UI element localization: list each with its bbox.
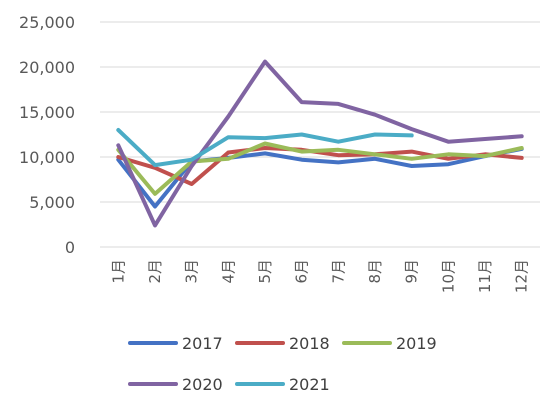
y-tick-label: 15,000 xyxy=(19,103,75,122)
legend-label: 2018 xyxy=(289,334,330,353)
x-tick-label: 2月 xyxy=(146,259,164,284)
y-tick-label: 20,000 xyxy=(19,58,75,77)
gridlines xyxy=(100,21,540,248)
series-line-2021 xyxy=(116,128,414,168)
y-tick-label: 10,000 xyxy=(19,148,75,167)
x-tick-label: 10月 xyxy=(439,259,457,293)
y-axis-tick-labels: 0 5,000 10,000 15,000 20,000 25,000 xyxy=(19,13,75,257)
x-tick-label: 9月 xyxy=(403,259,421,284)
series-line-2019 xyxy=(116,141,524,196)
x-tick-label: 11月 xyxy=(476,259,494,293)
x-tick-label: 6月 xyxy=(293,259,311,284)
x-tick-label: 3月 xyxy=(183,259,201,284)
legend-label: 2021 xyxy=(289,375,330,394)
legend-label: 2017 xyxy=(182,334,223,353)
legend-item-2019: 2019 xyxy=(342,334,437,353)
x-tick-label: 12月 xyxy=(513,259,531,293)
legend-item-2018: 2018 xyxy=(235,334,330,353)
series-line-2020 xyxy=(116,59,524,228)
y-tick-label: 5,000 xyxy=(29,193,75,212)
legend-item-2017: 2017 xyxy=(128,334,223,353)
x-tick-label: 8月 xyxy=(366,259,384,284)
x-axis-tick-labels: 1月 2月 3月 4月 5月 6月 7月 8月 9月 10月 11月 12月 xyxy=(109,259,530,293)
legend-label: 2019 xyxy=(396,334,437,353)
x-tick-label: 1月 xyxy=(109,259,127,284)
series-lines xyxy=(116,59,524,228)
legend-label: 2020 xyxy=(182,375,223,394)
legend-item-2020: 2020 xyxy=(128,375,223,394)
x-tick-label: 5月 xyxy=(256,259,274,284)
x-tick-label: 4月 xyxy=(219,259,237,284)
x-tick-label: 7月 xyxy=(329,259,347,284)
y-tick-label: 0 xyxy=(65,238,75,257)
legend: 2017 2018 2019 2020 2021 xyxy=(128,334,437,394)
y-tick-label: 25,000 xyxy=(19,13,75,32)
legend-item-2021: 2021 xyxy=(235,375,330,394)
